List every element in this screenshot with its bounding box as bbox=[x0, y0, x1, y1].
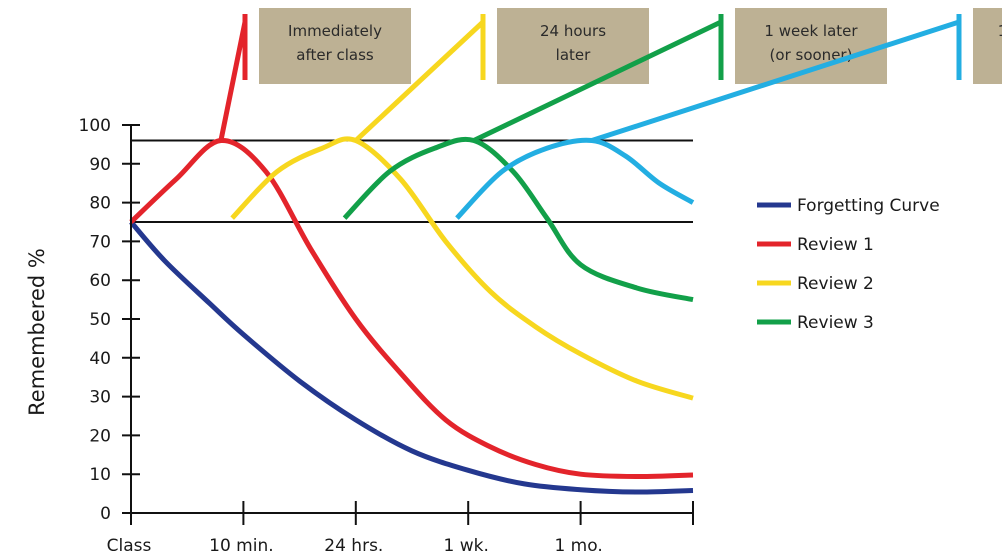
legend-label-review-3: Review 3 bbox=[797, 313, 874, 333]
reference-lines bbox=[131, 139, 693, 223]
annotation-layer: Immediately after class 24 hours later 1 wee… bbox=[218, 8, 1002, 143]
y-tick-label: 0 bbox=[100, 504, 111, 524]
series-layer bbox=[129, 136, 695, 495]
y-tick-label: 40 bbox=[89, 349, 111, 369]
annotation-connector bbox=[591, 19, 960, 143]
y-tick-label: 80 bbox=[89, 194, 111, 214]
x-tick-label: Class bbox=[107, 536, 152, 556]
annotation-label: 1 week later bbox=[764, 22, 858, 40]
series-line-forgetting-curve bbox=[129, 220, 694, 495]
annotation-connector bbox=[354, 20, 485, 143]
y-tick-label: 100 bbox=[79, 116, 111, 136]
x-tick-label: 1 mo. bbox=[554, 536, 602, 556]
y-tick-label: 10 bbox=[89, 465, 111, 485]
annotation-label: Immediately bbox=[288, 22, 382, 40]
annotation-label: 1 month later bbox=[998, 22, 1002, 40]
y-tick-label: 90 bbox=[89, 155, 111, 175]
legend: Forgetting Curve Review 1 Review 2 Review 3 bbox=[757, 196, 940, 333]
series-line-review-4 bbox=[455, 137, 695, 220]
y-tick-label: 60 bbox=[89, 271, 111, 291]
y-tick-label: 70 bbox=[89, 232, 111, 252]
annotation-label: later bbox=[556, 46, 591, 64]
y-tick-label: 50 bbox=[89, 310, 111, 330]
annotation-label: 24 hours bbox=[540, 22, 606, 40]
legend-label-forgetting-curve: Forgetting Curve bbox=[797, 196, 940, 216]
x-tick-label: 1 wk. bbox=[444, 536, 489, 556]
series-line-review-3 bbox=[342, 136, 694, 303]
annotation-connector bbox=[218, 21, 248, 142]
annotation-box bbox=[973, 8, 1002, 84]
y-tick-label: 30 bbox=[89, 388, 111, 408]
annotation-label: (or sooner) bbox=[770, 46, 853, 64]
legend-label-review-1: Review 1 bbox=[797, 235, 874, 255]
annotation-label: after class bbox=[296, 46, 374, 64]
series-line-review-1 bbox=[129, 138, 694, 480]
legend-label-review-2: Review 2 bbox=[797, 274, 874, 294]
x-tick-label: 10 min. bbox=[209, 536, 274, 556]
x-tick-label: 24 hrs. bbox=[324, 536, 383, 556]
series-line-review-2 bbox=[230, 136, 694, 401]
axes: 0 10 20 30 40 50 60 70 80 90 100 Class 10 min. 24 hrs… bbox=[79, 116, 694, 556]
annotation-connector bbox=[472, 19, 723, 143]
annotation-box bbox=[259, 8, 411, 84]
y-axis-label: Remembered % bbox=[25, 248, 49, 416]
y-tick-label: 20 bbox=[89, 426, 111, 446]
